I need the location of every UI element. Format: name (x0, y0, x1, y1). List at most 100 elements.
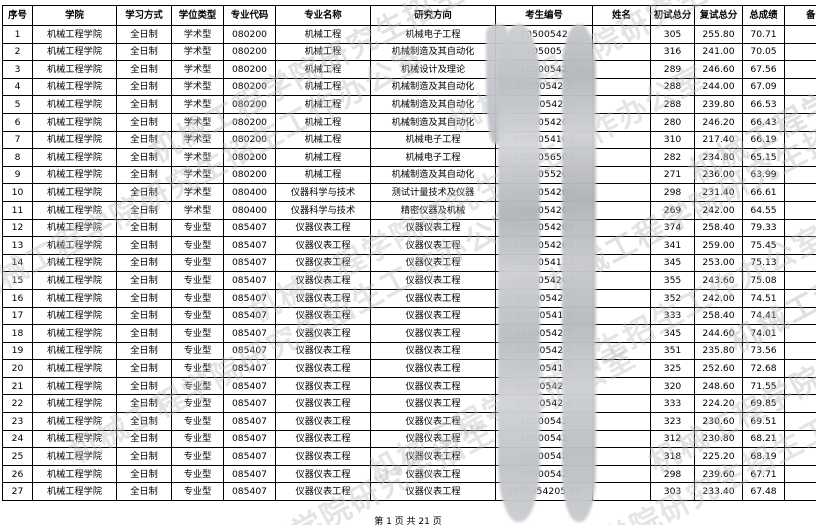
table-row: 9 机械工程学院 全日制 学术型 080200 机械工程 机械制造及其自动化 10500552… (2, 165, 816, 185)
cell-study_mode: 全日制 (116, 306, 172, 326)
cell-name (592, 376, 651, 396)
cell-study_mode: 全日制 (116, 165, 172, 185)
cell-name (592, 218, 651, 238)
cell-direction: 机械制造及其自动化 (370, 42, 496, 62)
cell-name (592, 253, 651, 273)
cell-major_code: 085407 (223, 482, 276, 502)
cell-degree_type: 专业型 (171, 218, 224, 238)
cell-second_score: 255.80 (694, 25, 743, 44)
cell-major_code: 080200 (223, 77, 276, 97)
cell-candidate_no: 10500542 (495, 429, 593, 449)
cell-study_mode: 全日制 (116, 253, 172, 273)
cell-major_code: 080200 (223, 165, 276, 185)
cell-first_score: 333 (650, 306, 695, 326)
cell-name (592, 447, 651, 466)
cell-degree_type: 专业型 (171, 376, 224, 396)
cell-college: 机械工程学院 (32, 482, 117, 502)
column-header-remark: 备注 (784, 5, 816, 26)
cell-college: 机械工程学院 (32, 429, 117, 449)
cell-college: 机械工程学院 (32, 77, 117, 97)
cell-direction: 仪器仪表工程 (370, 253, 496, 273)
cell-second_score: 239.80 (694, 95, 743, 114)
cell-total_score: 73.56 (742, 341, 785, 361)
cell-major_name: 仪器科学与技术 (275, 183, 371, 202)
cell-total_score: 75.08 (742, 271, 785, 290)
cell-index: 7 (2, 130, 33, 150)
cell-first_score: 280 (650, 112, 695, 132)
cell-second_score: 236.00 (694, 165, 743, 185)
cell-total_score: 63.99 (742, 165, 785, 185)
cell-first_score: 341 (650, 236, 695, 255)
cell-direction: 仪器仪表工程 (370, 271, 496, 290)
cell-study_mode: 全日制 (116, 324, 172, 343)
cell-degree_type: 专业型 (171, 482, 224, 502)
cell-remark (784, 130, 816, 150)
cell-remark (784, 253, 816, 273)
cell-remark (784, 376, 816, 396)
cell-candidate_no: 1050054103 (495, 130, 593, 150)
cell-candidate_no: 1050054205 (495, 200, 593, 220)
cell-study_mode: 全日制 (116, 148, 172, 167)
cell-study_mode: 全日制 (116, 95, 172, 114)
cell-first_score: 305 (650, 25, 695, 44)
cell-major_code: 080400 (223, 200, 276, 220)
cell-total_score: 75.45 (742, 236, 785, 255)
cell-index: 2 (2, 42, 33, 62)
cell-total_score: 70.71 (742, 25, 785, 44)
cell-degree_type: 学术型 (171, 112, 224, 132)
cell-first_score: 345 (650, 253, 695, 273)
cell-study_mode: 全日制 (116, 447, 172, 466)
cell-total_score: 69.85 (742, 394, 785, 414)
cell-direction: 机械电子工程 (370, 148, 496, 167)
cell-direction: 仪器仪表工程 (370, 376, 496, 396)
cell-major_code: 085407 (223, 429, 276, 449)
cell-name (592, 429, 651, 449)
cell-candidate_no: 1050054203 (495, 271, 593, 290)
cell-index: 10 (2, 183, 33, 202)
cell-candidate_no: 10500541 4 (495, 306, 593, 326)
cell-major_name: 仪器仪表工程 (275, 236, 371, 255)
table-row: 1 机械工程学院 全日制 学术型 080200 机械工程 机械电子工程 10500542 305… (2, 25, 816, 44)
cell-total_score: 79.33 (742, 218, 785, 238)
table-row: 20 机械工程学院 全日制 专业型 085407 仪器仪表工程 仪器仪表工程 10500541… (2, 359, 816, 378)
cell-name (592, 482, 651, 502)
cell-degree_type: 学术型 (171, 200, 224, 220)
cell-college: 机械工程学院 (32, 412, 117, 431)
cell-candidate_no: 10500542 (495, 412, 593, 431)
column-header-degree_type: 学位类型 (171, 5, 224, 26)
cell-second_score: 242.00 (694, 200, 743, 220)
cell-study_mode: 全日制 (116, 288, 172, 308)
cell-major_code: 085407 (223, 271, 276, 290)
cell-major_name: 仪器仪表工程 (275, 341, 371, 361)
cell-study_mode: 全日制 (116, 77, 172, 97)
cell-first_score: 303 (650, 482, 695, 502)
table-header-row: 序号 学院 学习方式 学位类型 专业代码 专业名称 研究方向 考生编号 姓名 初试总分 复试总分 总成… (2, 5, 816, 26)
cell-index: 18 (2, 324, 33, 343)
cell-candidate_no: 1050056507 (495, 148, 593, 167)
cell-total_score: 67.48 (742, 482, 785, 502)
cell-college: 机械工程学院 (32, 394, 117, 414)
cell-name (592, 148, 651, 167)
column-header-candidate_no: 考生编号 (495, 5, 593, 26)
cell-degree_type: 专业型 (171, 271, 224, 290)
cell-remark (784, 236, 816, 255)
cell-candidate_no: 1050055202 (495, 165, 593, 185)
cell-total_score: 74.51 (742, 288, 785, 308)
cell-college: 机械工程学院 (32, 306, 117, 326)
cell-study_mode: 全日制 (116, 464, 172, 484)
cell-total_score: 65.15 (742, 148, 785, 167)
cell-remark (784, 183, 816, 202)
cell-major_code: 085407 (223, 218, 276, 238)
cell-index: 19 (2, 341, 33, 361)
cell-name (592, 95, 651, 114)
cell-college: 机械工程学院 (32, 112, 117, 132)
cell-second_score: 246.60 (694, 60, 743, 79)
cell-degree_type: 专业型 (171, 306, 224, 326)
cell-total_score: 66.43 (742, 112, 785, 132)
cell-degree_type: 学术型 (171, 42, 224, 62)
cell-college: 机械工程学院 (32, 200, 117, 220)
cell-remark (784, 482, 816, 502)
cell-first_score: 269 (650, 200, 695, 220)
cell-second_score: 253.00 (694, 253, 743, 273)
cell-study_mode: 全日制 (116, 112, 172, 132)
